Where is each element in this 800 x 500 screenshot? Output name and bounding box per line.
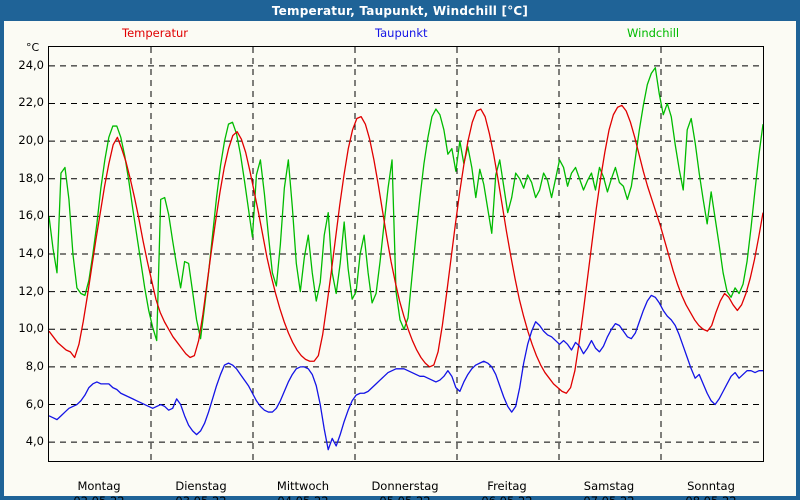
y-axis-tick-label: 6,0: [25, 396, 44, 411]
chart-svg: [49, 47, 763, 461]
x-axis-tick-label: Sonntag08.05.22: [685, 479, 736, 500]
y-axis-tick-label: 14,0: [18, 246, 44, 260]
vertical-gridlines: [150, 47, 662, 461]
y-axis-tick-label: 10,0: [18, 321, 44, 336]
series-line-temperatur: [49, 104, 763, 394]
y-axis-tick-label: 12,0: [18, 283, 44, 298]
x-axis-tick-label: Freitag06.05.22: [481, 479, 532, 500]
x-axis-day-name: Montag: [77, 479, 121, 493]
x-axis-date: 03.05.22: [175, 494, 226, 500]
plot-area: [48, 46, 764, 462]
window-title-bar: Temperatur, Taupunkt, Windchill [°C]: [0, 0, 800, 21]
legend-label-temperatur: Temperatur: [122, 26, 189, 40]
x-axis-day-name: Sonntag: [687, 479, 735, 493]
x-axis-date: 04.05.22: [277, 494, 329, 500]
legend-label-windchill: Windchill: [627, 26, 680, 40]
x-axis-day-name: Dienstag: [175, 479, 227, 493]
x-axis-date: 05.05.22: [371, 494, 438, 500]
x-axis-day-name: Freitag: [487, 479, 527, 493]
x-axis-date: 08.05.22: [685, 494, 736, 500]
x-axis-date: 06.05.22: [481, 494, 532, 500]
horizontal-gridlines: [49, 65, 763, 443]
legend-item-temperatur: Temperatur: [122, 26, 188, 40]
y-axis-tick-label: 16,0: [18, 208, 44, 223]
x-axis-tick-label: Montag02.05.22: [73, 479, 124, 500]
legend-item-taupunkt: Taupunkt: [375, 26, 428, 40]
x-axis: Montag02.05.22 Dienstag03.05.22 Mittwoch04…: [48, 467, 764, 500]
y-axis-tick-label: 20,0: [18, 133, 44, 148]
x-axis-day-name: Mittwoch: [276, 479, 330, 493]
y-axis-tick-label: 8,0: [25, 358, 44, 373]
chart-canvas: Temperatur Taupunkt Windchill °C 24,0 22,…: [4, 21, 796, 500]
y-axis-tick-label: 18,0: [18, 170, 44, 185]
y-axis: 24,0 22,0 20,0 18,0 16,0 14,0 12,0 10,0 8,0 6,0 4,…: [4, 46, 44, 460]
data-series-layer: [49, 67, 763, 451]
y-axis-tick-label: 24,0: [18, 57, 44, 72]
page-title: Temperatur, Taupunkt, Windchill [°C]: [271, 3, 529, 18]
y-axis-tick-label: 22,0: [18, 95, 44, 110]
legend-label-taupunkt: Taupunkt: [375, 26, 428, 40]
x-axis-date: 02.05.22: [73, 494, 124, 500]
x-axis-day-name: Samstag: [583, 479, 635, 493]
x-axis-tick-label: Samstag07.05.22: [583, 479, 634, 500]
legend-item-windchill: Windchill: [627, 26, 679, 40]
x-axis-day-name: Donnerstag: [371, 479, 439, 493]
x-axis-date: 07.05.22: [583, 494, 634, 500]
x-axis-tick-label: Donnerstag05.05.22: [371, 479, 438, 500]
series-line-taupunkt: [49, 294, 763, 451]
x-axis-tick-label: Mittwoch04.05.22: [277, 479, 329, 500]
x-axis-tick-label: Dienstag03.05.22: [175, 479, 226, 500]
y-axis-tick-label: 4,0: [25, 434, 44, 449]
y-axis-unit-label: °C: [26, 41, 40, 54]
